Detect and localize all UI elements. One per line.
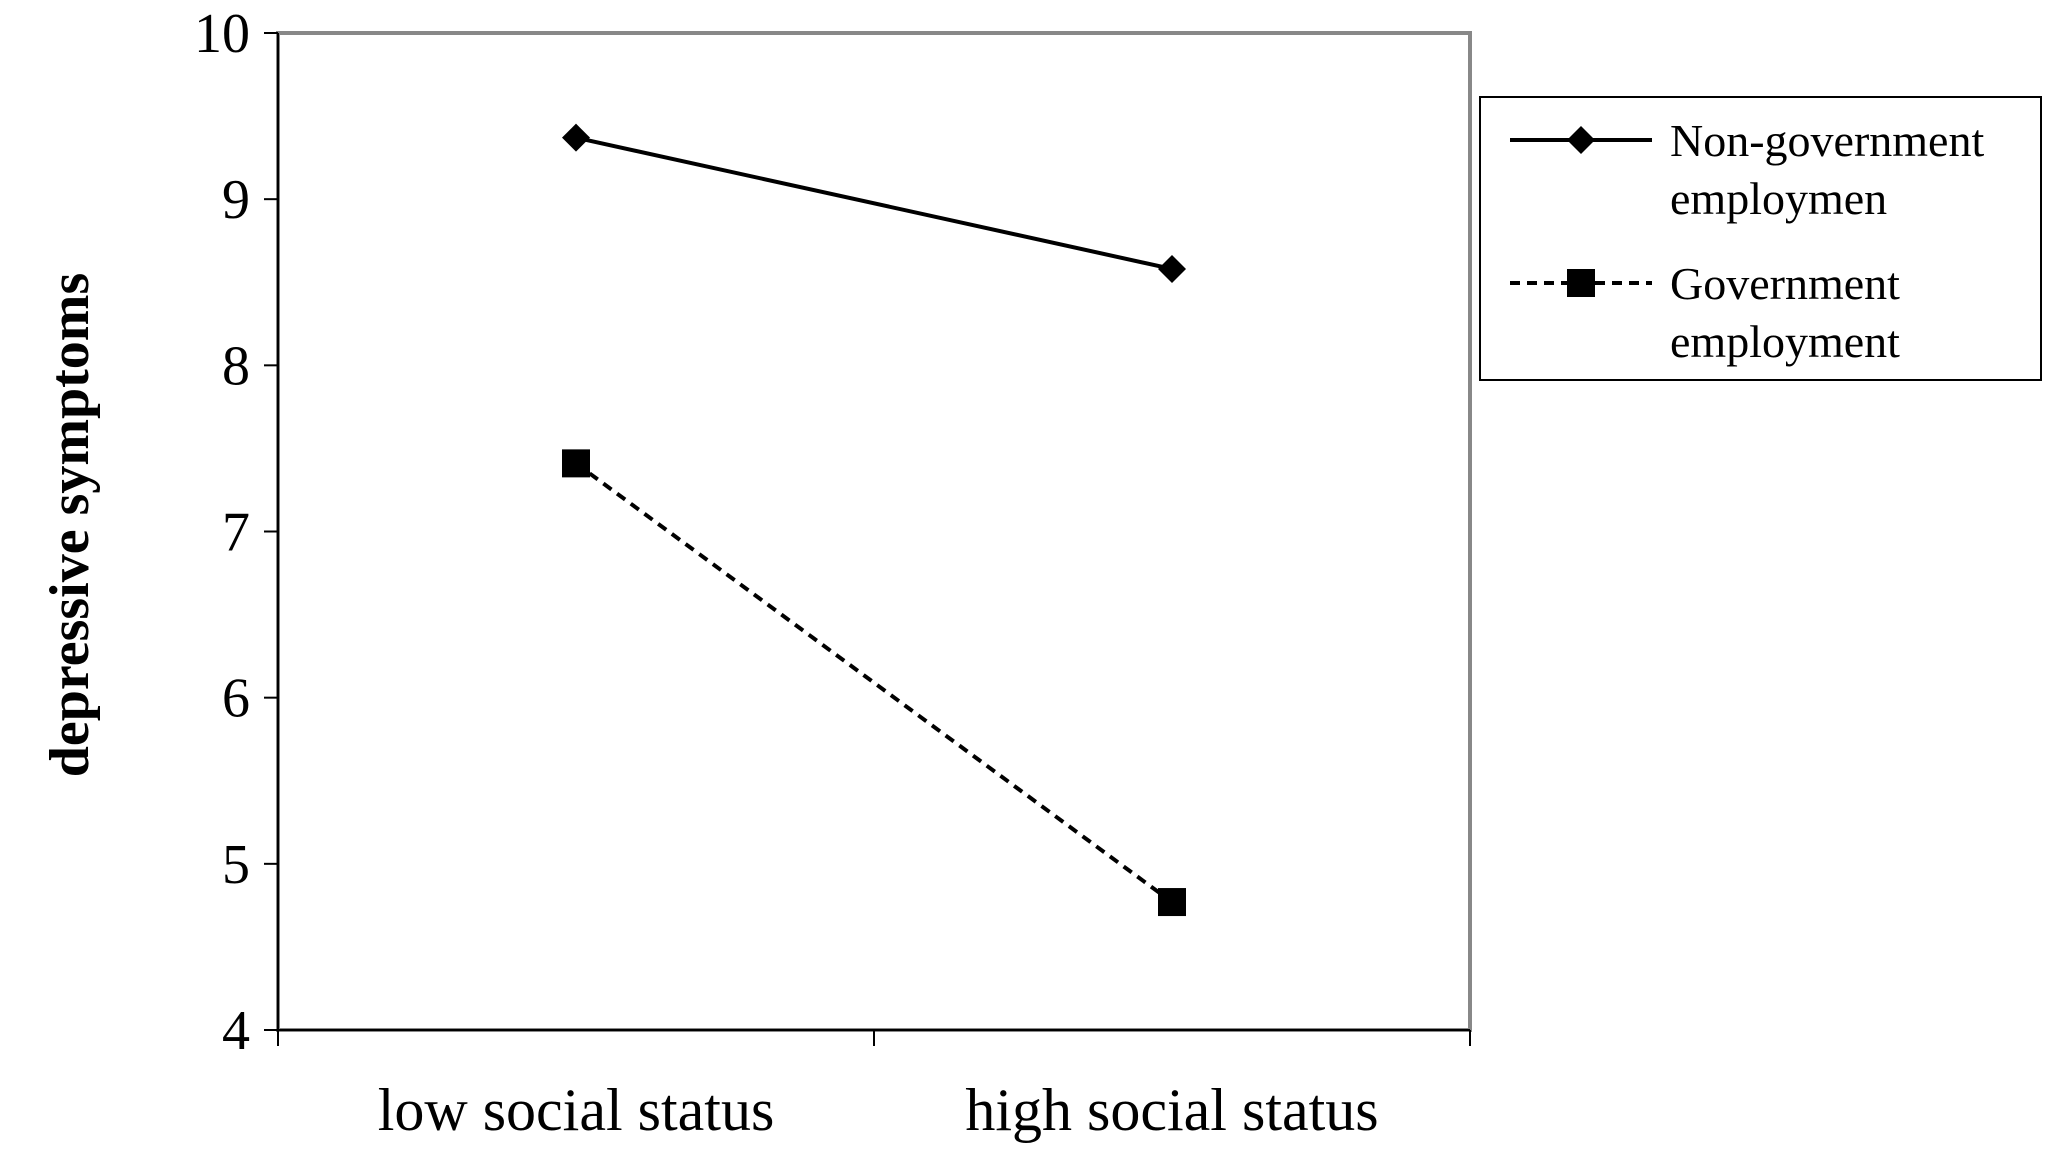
- legend-label: Government employment: [1670, 258, 1900, 367]
- legend-entry: Government employment: [1510, 258, 1900, 367]
- legend-label-line: employment: [1670, 316, 1900, 367]
- legend-marker: [1567, 269, 1595, 297]
- y-tick-label: 4: [222, 1000, 250, 1062]
- series-layer: [562, 123, 1186, 917]
- x-tick-label: high social status: [965, 1077, 1378, 1143]
- data-point: [562, 449, 590, 478]
- y-tick-label: 6: [222, 668, 250, 730]
- series-2: [562, 449, 1186, 917]
- y-tick-label: 5: [222, 834, 250, 896]
- axes: 4 5 6 7 8 9 10 low social status high social sta…: [194, 3, 1471, 1143]
- legend-label-line: Government: [1670, 258, 1900, 309]
- legend-entry: Non-government employmen: [1510, 115, 1984, 224]
- y-tick-label: 8: [222, 335, 250, 397]
- legend-marker: [1567, 126, 1595, 154]
- series-line: [575, 135, 1173, 271]
- series-1: [562, 123, 1186, 283]
- y-tick-label: 9: [222, 169, 250, 231]
- y-axis-title: depressive symptoms: [39, 273, 101, 778]
- y-tick-label: 7: [222, 502, 250, 564]
- data-point: [1158, 888, 1186, 917]
- legend-label: Non-government employmen: [1670, 115, 1984, 224]
- data-point: [562, 123, 590, 152]
- legend: Non-government employmen Government employm…: [1479, 96, 2042, 381]
- plot-area: [276, 31, 1472, 1032]
- legend-label-line: Non-government: [1670, 115, 1984, 166]
- data-point: [1158, 254, 1186, 283]
- series-line: [574, 461, 1174, 904]
- x-tick-label: low social status: [378, 1077, 775, 1143]
- legend-label-line: employmen: [1670, 173, 1887, 224]
- y-tick-label: 10: [194, 3, 250, 65]
